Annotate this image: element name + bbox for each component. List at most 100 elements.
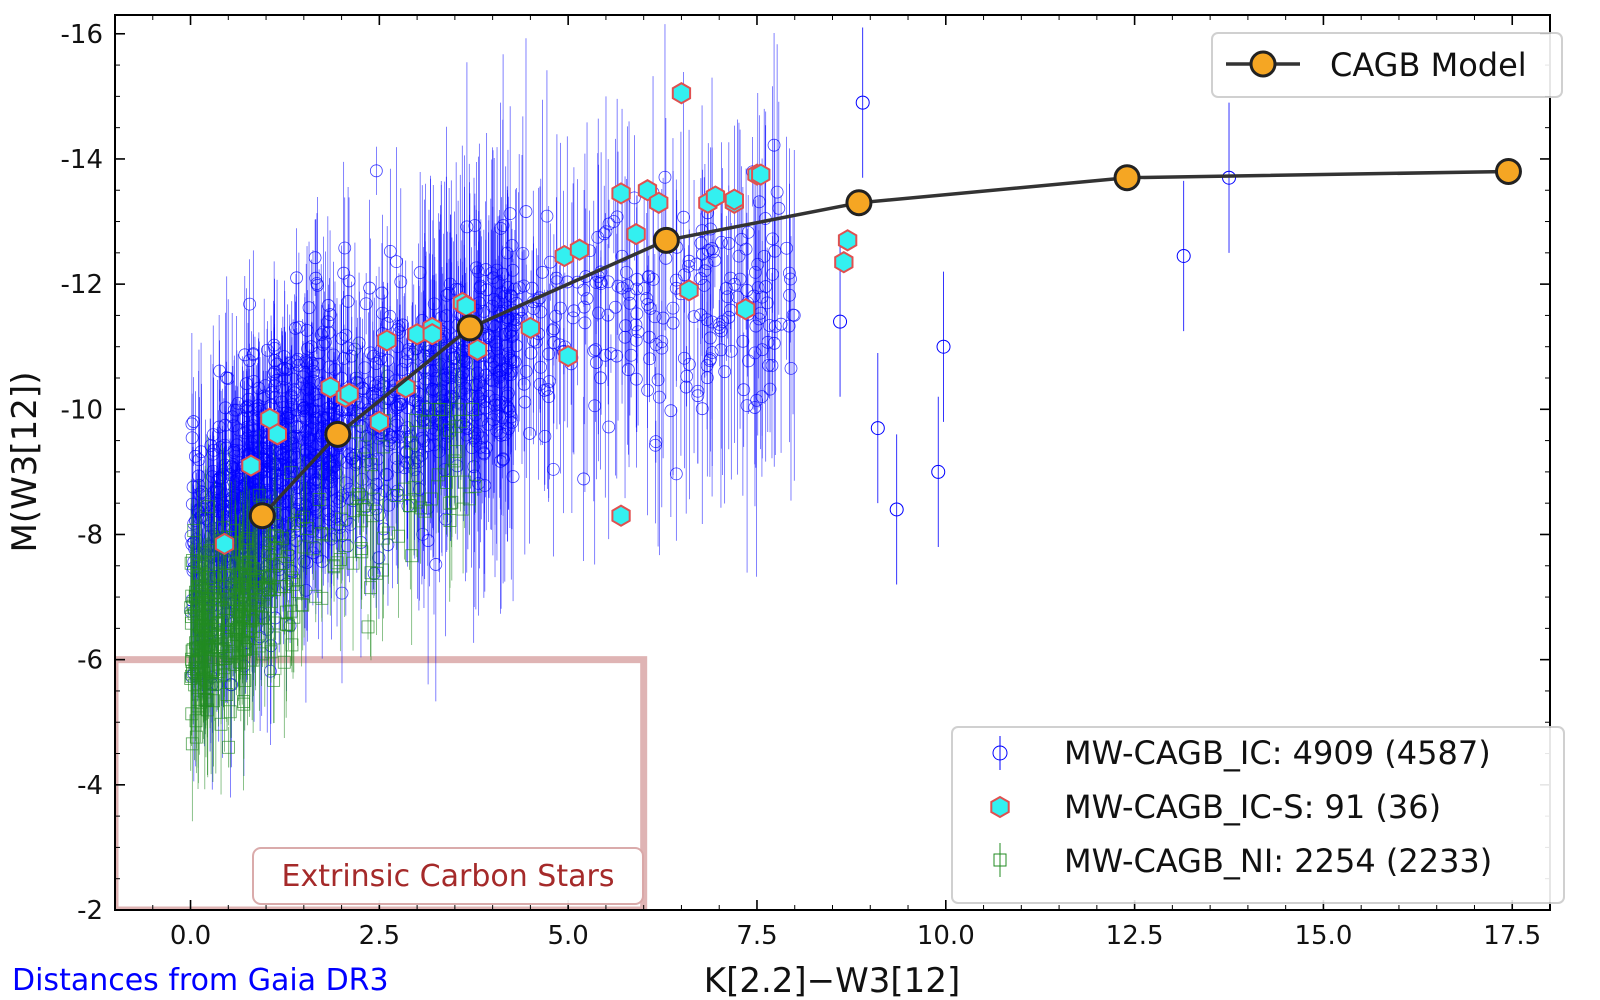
ni-marker <box>338 539 352 553</box>
ic-marker <box>580 292 594 305</box>
ic-marker <box>302 433 315 447</box>
ic-marker <box>759 280 773 293</box>
ic-marker <box>705 242 719 255</box>
ic-star-point <box>382 378 396 512</box>
ic-marker <box>541 382 554 396</box>
ic-marker <box>339 514 353 527</box>
ic-star-point <box>580 122 594 475</box>
ic-star-point <box>283 415 296 517</box>
ic-marker <box>394 275 408 289</box>
ic-marker <box>669 467 683 481</box>
ni-star-point <box>392 454 406 618</box>
ic-marker <box>752 195 766 209</box>
ic-star-point <box>715 168 729 476</box>
ic-star-point <box>610 233 624 479</box>
ic-marker <box>658 170 672 184</box>
ic-marker <box>698 264 712 278</box>
ic-marker <box>594 277 608 290</box>
ic-marker <box>194 445 208 459</box>
ic-marker <box>620 265 633 279</box>
ni-marker <box>392 529 406 543</box>
ic-star-point <box>700 278 714 477</box>
ni-marker <box>220 688 234 701</box>
ic-marker <box>766 267 779 281</box>
ic-marker <box>621 279 634 292</box>
ic-marker <box>363 376 377 390</box>
ic-star-point <box>602 199 616 249</box>
ni-star-point <box>214 654 228 795</box>
ic-marker <box>359 297 373 311</box>
ic-star-point <box>690 238 703 290</box>
ic-marker <box>290 271 303 285</box>
ic-star-point <box>766 236 779 313</box>
ic-star-point <box>772 101 786 315</box>
ic-star-point <box>782 278 796 374</box>
ic-star-point <box>474 268 488 520</box>
ic-star-point <box>517 317 531 452</box>
ic-marker <box>306 416 319 429</box>
ic-star-point <box>261 321 274 380</box>
ic-star-point <box>547 234 561 424</box>
ic-marker <box>442 287 456 300</box>
ic-marker <box>316 462 330 476</box>
ic-star-point <box>517 249 531 323</box>
ni-marker <box>355 545 369 559</box>
ic-star-point <box>276 335 289 439</box>
ic-marker <box>206 428 220 442</box>
ic-outlier-point <box>936 271 951 422</box>
ic-marker <box>719 281 733 295</box>
ic-marker <box>587 344 601 358</box>
ic-star-point <box>751 93 765 436</box>
ic-star-point <box>621 126 634 445</box>
ic-star-point <box>331 491 345 558</box>
ic-star-point <box>708 233 722 288</box>
ic-marker <box>321 315 335 329</box>
ic-marker <box>651 373 665 387</box>
ni-star-point <box>422 389 435 429</box>
ic-star-point <box>381 282 395 438</box>
ic-star-point <box>543 283 556 480</box>
ic-star-point <box>307 419 321 594</box>
ic-outlier-point <box>870 352 885 504</box>
ic-star-point <box>620 178 633 366</box>
ic-marker <box>549 271 563 285</box>
ic-star-point <box>472 351 485 616</box>
ic-star-point <box>677 237 691 313</box>
ic-marker <box>770 185 784 199</box>
ic-star-point <box>767 219 781 467</box>
ni-star-point <box>297 456 311 638</box>
ic-marker <box>382 438 396 452</box>
ic-marker <box>276 458 290 472</box>
ic-star-point <box>705 77 719 420</box>
ic-star-point <box>496 336 510 584</box>
ic-marker <box>503 404 517 418</box>
ic-marker <box>602 420 616 434</box>
ic-marker <box>379 467 393 481</box>
ic-marker <box>623 296 637 310</box>
ic-star-point <box>649 304 663 385</box>
ic-marker <box>456 366 470 380</box>
ni-marker <box>312 493 326 506</box>
ic-marker <box>373 508 386 522</box>
ic-marker <box>517 377 531 391</box>
ic-marker <box>383 309 397 323</box>
ic-marker <box>337 266 351 280</box>
ic-star-point <box>524 270 538 436</box>
ni-star-point <box>432 318 446 500</box>
ic-marker <box>757 249 771 263</box>
ic-star-point <box>587 200 601 502</box>
ic-marker <box>304 403 318 417</box>
ic-marker <box>416 414 430 428</box>
ic-star-point <box>754 177 767 450</box>
ic-marker <box>474 387 488 401</box>
ic-star-point <box>312 269 326 459</box>
ic-marker <box>206 470 219 484</box>
ic-marker <box>429 558 443 571</box>
ic-marker <box>643 302 657 315</box>
ic-marker <box>567 304 581 318</box>
ic-star-point <box>504 266 518 455</box>
ic-star-point <box>230 350 244 540</box>
ic-star-point <box>703 294 717 382</box>
ic-marker <box>607 215 621 228</box>
ni-star-point <box>312 469 326 529</box>
